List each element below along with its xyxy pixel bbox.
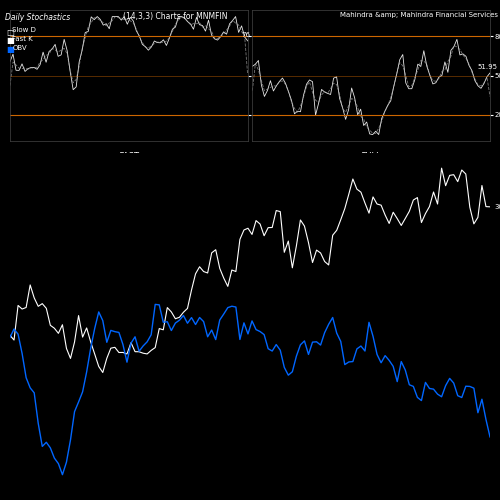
Text: Slow D: Slow D xyxy=(12,28,36,34)
Text: OBV: OBV xyxy=(12,45,27,51)
Text: 51.95: 51.95 xyxy=(478,64,498,70)
Text: 30ES.SOClose: 30ES.SOClose xyxy=(494,204,500,210)
Text: Mahindra &amp; Mahindra Financial Services Limit: Mahindra &amp; Mahindra Financial Servic… xyxy=(340,12,500,18)
Text: ■: ■ xyxy=(6,45,14,54)
Text: Daily Stochastics: Daily Stochastics xyxy=(5,12,70,22)
Text: (14,3,3) Charts for MNMFIN: (14,3,3) Charts for MNMFIN xyxy=(123,12,227,22)
Text: 76.45: 76.45 xyxy=(242,32,262,38)
Text: FULL: FULL xyxy=(361,152,382,160)
Text: □: □ xyxy=(6,28,14,36)
Text: ■: ■ xyxy=(6,36,14,45)
Text: FAST: FAST xyxy=(118,152,139,160)
Text: Fast K: Fast K xyxy=(12,36,33,42)
